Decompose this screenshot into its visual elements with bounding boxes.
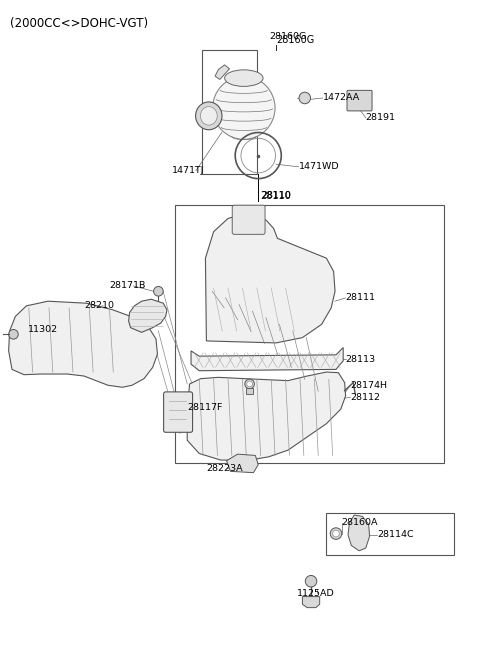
Text: 28160A: 28160A — [342, 518, 378, 528]
Polygon shape — [187, 372, 346, 460]
Polygon shape — [215, 65, 229, 79]
Text: 28111: 28111 — [346, 293, 375, 303]
Text: 28210: 28210 — [84, 301, 114, 310]
Polygon shape — [191, 348, 343, 371]
Ellipse shape — [213, 77, 275, 140]
Circle shape — [330, 528, 342, 540]
Text: 1472AA: 1472AA — [323, 93, 360, 103]
Bar — [326, 513, 454, 555]
Text: 28117F: 28117F — [187, 402, 223, 412]
Polygon shape — [302, 596, 320, 608]
Text: 1125AD: 1125AD — [297, 589, 335, 598]
Text: 28160G: 28160G — [270, 32, 307, 41]
Text: 28114C: 28114C — [377, 530, 414, 540]
Polygon shape — [227, 454, 258, 473]
Bar — [202, 50, 257, 174]
Ellipse shape — [201, 107, 217, 125]
Polygon shape — [205, 214, 335, 343]
Text: 28191: 28191 — [366, 113, 396, 122]
Text: 28174H: 28174H — [350, 381, 387, 390]
Text: 28112: 28112 — [350, 393, 380, 402]
Bar — [246, 388, 253, 394]
Circle shape — [305, 575, 317, 587]
FancyBboxPatch shape — [232, 205, 265, 234]
Text: 28113: 28113 — [346, 355, 376, 364]
Text: 1471WD: 1471WD — [299, 162, 339, 171]
Circle shape — [333, 530, 339, 537]
Polygon shape — [129, 299, 167, 332]
FancyBboxPatch shape — [347, 90, 372, 111]
FancyBboxPatch shape — [164, 392, 192, 432]
Text: 11302: 11302 — [28, 325, 58, 334]
Circle shape — [9, 330, 18, 339]
Text: 28223A: 28223A — [206, 464, 243, 473]
Circle shape — [299, 92, 311, 104]
Circle shape — [245, 379, 254, 389]
Text: 1471TJ: 1471TJ — [172, 166, 204, 175]
Polygon shape — [9, 301, 157, 387]
Ellipse shape — [196, 102, 222, 130]
Ellipse shape — [225, 70, 263, 87]
Circle shape — [247, 381, 252, 387]
Text: 28160G: 28160G — [276, 35, 314, 45]
Text: 28110: 28110 — [260, 191, 291, 201]
Bar — [175, 205, 444, 463]
Text: 28110: 28110 — [262, 191, 292, 201]
Circle shape — [154, 287, 163, 296]
Polygon shape — [348, 515, 370, 551]
Text: (2000CC<>DOHC-VGT): (2000CC<>DOHC-VGT) — [10, 17, 148, 30]
Text: 28171B: 28171B — [109, 281, 146, 291]
